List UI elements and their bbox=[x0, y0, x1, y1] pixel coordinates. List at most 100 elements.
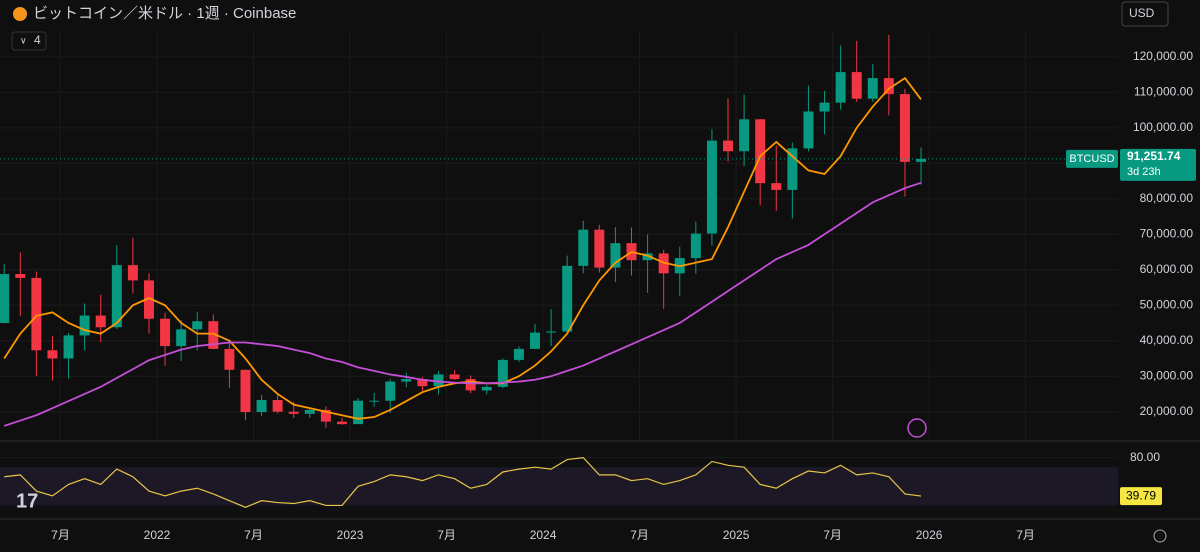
price-label: 91,251.74 bbox=[1127, 149, 1181, 163]
chart-title: ビットコイン／米ドル · 1週 · Coinbase bbox=[33, 5, 296, 22]
candle-body bbox=[304, 409, 315, 414]
candle-body bbox=[867, 78, 878, 99]
settings-icon[interactable] bbox=[1153, 529, 1167, 543]
x-tick-label: 2022 bbox=[144, 528, 171, 542]
candle-body bbox=[288, 411, 299, 414]
x-tick-label: 7月 bbox=[51, 528, 70, 542]
candle-body bbox=[0, 274, 10, 323]
candle-body bbox=[15, 274, 26, 278]
y-tick-label: 30,000.00 bbox=[1140, 368, 1194, 382]
x-tick-label: 7月 bbox=[244, 528, 263, 542]
candle-body bbox=[578, 229, 589, 266]
y-tick-label: 60,000.00 bbox=[1140, 262, 1194, 276]
coin-icon bbox=[13, 7, 27, 21]
x-tick-label: 2025 bbox=[723, 528, 750, 542]
y-tick-label: 80,000.00 bbox=[1140, 191, 1194, 205]
x-tick-label: 7月 bbox=[1016, 528, 1035, 542]
candle-body bbox=[594, 229, 605, 268]
candle-body bbox=[739, 119, 750, 152]
price-tag bbox=[1120, 148, 1196, 181]
moving-average bbox=[3, 181, 922, 427]
y-tick-label: 80.00 bbox=[1130, 450, 1160, 464]
symbol: BTCUSD bbox=[1069, 153, 1114, 165]
currency: USD bbox=[1129, 6, 1155, 20]
candle-body bbox=[723, 140, 734, 152]
candle-body bbox=[916, 158, 927, 162]
candle-body bbox=[353, 400, 364, 425]
tv-logo: 17 bbox=[16, 490, 38, 512]
candle-body bbox=[256, 399, 267, 413]
candle-body bbox=[240, 369, 251, 413]
price-pane bbox=[0, 30, 1118, 440]
rsi-pane bbox=[0, 457, 1118, 509]
y-tick-label: 40,000.00 bbox=[1140, 333, 1194, 347]
candle-body bbox=[224, 348, 235, 370]
indicator-count: 4 bbox=[34, 33, 41, 47]
candle-body bbox=[481, 386, 492, 391]
y-tick-label: 20,000.00 bbox=[1140, 404, 1194, 418]
candle-body bbox=[208, 321, 219, 349]
chevron: ∨ bbox=[20, 35, 27, 45]
candle-body bbox=[433, 374, 444, 387]
candle-body bbox=[417, 379, 428, 387]
candle-body bbox=[95, 315, 106, 328]
countdown: 3d 23h bbox=[1127, 166, 1161, 178]
moving-average bbox=[3, 76, 922, 420]
candle-body bbox=[127, 265, 138, 281]
candle-body bbox=[546, 331, 557, 333]
candle-body bbox=[63, 335, 74, 359]
candle-body bbox=[899, 94, 910, 162]
candle-body bbox=[562, 265, 573, 332]
rsi-tag bbox=[1120, 487, 1162, 506]
x-tick-label: 2026 bbox=[916, 528, 943, 542]
candle-body bbox=[497, 359, 508, 387]
y-tick-label: 110,000.00 bbox=[1134, 84, 1193, 98]
rsi-band bbox=[0, 467, 1118, 506]
rsi-line bbox=[4, 457, 922, 509]
candle-body bbox=[835, 72, 846, 103]
candle-body bbox=[803, 111, 814, 149]
y-tick-label: 100,000.00 bbox=[1133, 120, 1193, 134]
candle-body bbox=[31, 277, 42, 351]
candle-body bbox=[385, 381, 396, 401]
candle-body bbox=[272, 399, 283, 412]
candle-body bbox=[851, 72, 862, 99]
candle-body bbox=[192, 321, 203, 330]
x-tick-label: 2023 bbox=[337, 528, 364, 542]
candle-body bbox=[771, 183, 782, 190]
candle-body bbox=[883, 78, 894, 95]
candle-body bbox=[47, 350, 58, 359]
alert-icon[interactable] bbox=[907, 418, 927, 438]
candle-body bbox=[465, 379, 476, 391]
candle-body bbox=[513, 348, 524, 360]
candle-body bbox=[111, 265, 122, 328]
candle-body bbox=[336, 421, 347, 425]
candle-body bbox=[160, 318, 171, 347]
candle-body bbox=[755, 119, 766, 184]
candle-body bbox=[79, 315, 90, 336]
candle-body bbox=[449, 374, 460, 380]
rsi-value-label: 39.79 bbox=[1126, 488, 1156, 502]
candle-body bbox=[176, 329, 187, 347]
candle-body bbox=[530, 332, 540, 349]
currency-select[interactable] bbox=[1121, 1, 1169, 27]
candle-body bbox=[787, 148, 798, 190]
candle-body bbox=[642, 253, 653, 261]
x-tick-label: 7月 bbox=[630, 528, 649, 542]
x-tick-label: 7月 bbox=[437, 528, 456, 542]
y-tick-label: 50,000.00 bbox=[1140, 297, 1194, 311]
candle-body bbox=[143, 280, 154, 319]
indicator-toggle[interactable] bbox=[11, 31, 47, 51]
candle-body bbox=[819, 102, 830, 112]
y-tick-label: 120,000.00 bbox=[1133, 49, 1193, 63]
candle-body bbox=[610, 243, 621, 268]
y-tick-label: 70,000.00 bbox=[1140, 226, 1194, 240]
symbol-tag bbox=[1066, 149, 1118, 168]
candle-body bbox=[706, 140, 717, 234]
x-tick-label: 2024 bbox=[530, 528, 557, 542]
x-tick-label: 7月 bbox=[823, 528, 842, 542]
candle-body bbox=[401, 379, 412, 382]
candle-body bbox=[690, 233, 701, 259]
candle-body bbox=[369, 400, 380, 402]
